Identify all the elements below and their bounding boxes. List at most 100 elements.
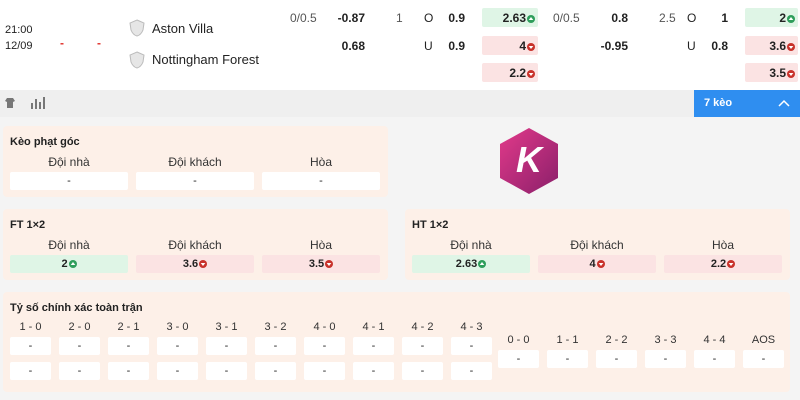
odds-cell[interactable]: 2 (10, 255, 128, 273)
odds-cell[interactable]: - (402, 337, 443, 355)
odds-cell[interactable]: - (304, 362, 345, 380)
odds-cell[interactable]: 4 (482, 36, 538, 55)
odds: 3.5 (769, 66, 795, 80)
odds-value: 3.6 (182, 258, 199, 270)
away-team[interactable]: Nottingham Forest (152, 52, 259, 67)
odds-cell[interactable]: 4 (538, 255, 656, 273)
odds-cell[interactable]: 2.63 (412, 255, 530, 273)
odds-value: 3.5 (769, 66, 786, 80)
shirt-icon[interactable] (4, 97, 16, 109)
odds-cell[interactable]: - (136, 172, 254, 190)
odds: 0.8 (611, 11, 628, 25)
odds-cell[interactable]: 3.6 (745, 36, 798, 55)
handicap-line: 0/0.5 (290, 11, 317, 25)
more-label: 7 kèo (704, 97, 733, 109)
score-label: 2 - 0 (68, 321, 91, 333)
odds-cell[interactable]: - (353, 362, 394, 380)
odds-cell[interactable]: - (59, 337, 100, 355)
score-label: 2 - 2 (605, 334, 628, 346)
team-icon (129, 19, 145, 37)
odds: -0.87 (337, 11, 365, 25)
odds: 3.6 (769, 39, 795, 53)
odds-cell[interactable]: - (645, 350, 686, 368)
odds-cell[interactable]: - (206, 362, 247, 380)
odds-cell[interactable]: - (694, 350, 735, 368)
odds-cell[interactable]: - (304, 337, 345, 355)
under-label: U (687, 39, 696, 53)
odds-cell[interactable]: - (108, 337, 149, 355)
odds-cell[interactable]: - (108, 362, 149, 380)
odds-cell[interactable]: - (206, 337, 247, 355)
odds-cell[interactable]: - (10, 362, 51, 380)
odds-cell[interactable]: - (157, 362, 198, 380)
total-line: 2.5 (659, 11, 676, 25)
odds-cell[interactable]: - (743, 350, 784, 368)
odds-cell[interactable]: - (451, 362, 492, 380)
odds-cell[interactable]: 3.5 (745, 63, 798, 82)
toolbar (0, 90, 800, 117)
odds-cell[interactable]: - (402, 362, 443, 380)
odds: 4 (519, 39, 535, 53)
odds-cell[interactable]: - (262, 172, 380, 190)
column-header: Hòa (711, 238, 734, 252)
trend-icon (727, 259, 736, 268)
stats-icon[interactable] (30, 96, 46, 110)
market-title: HT 1×2 (412, 219, 449, 231)
trend-icon (527, 42, 535, 51)
odds-cell[interactable]: 2.63 (482, 8, 538, 27)
odds: 2.63 (456, 258, 487, 270)
market-title: Kèo phạt góc (10, 136, 80, 148)
score-label: 2 - 1 (117, 321, 140, 333)
odds-cell[interactable]: 3.6 (136, 255, 254, 273)
odds-cell[interactable]: -0.95 (543, 36, 638, 55)
odds-cell[interactable]: - (59, 362, 100, 380)
chevron (778, 99, 790, 107)
odds-cell[interactable]: - (547, 350, 588, 368)
column-header: Đội khách (168, 155, 222, 169)
odds-cell[interactable]: - (353, 337, 394, 355)
market-title: Tỷ số chính xác toàn trận (10, 302, 143, 314)
odds-cell[interactable]: - (255, 337, 296, 355)
score-label: 3 - 3 (654, 334, 677, 346)
odds-cell[interactable]: 2.2 (482, 63, 538, 82)
odds-cell[interactable]: 3.5 (262, 255, 380, 273)
market-title: FT 1×2 (10, 219, 46, 231)
odds-cell[interactable]: 0/0.5 0.8 (543, 8, 638, 27)
odds-cell[interactable]: 2 (745, 8, 798, 27)
odds-cell[interactable]: - (10, 337, 51, 355)
odds-cell[interactable]: - (498, 350, 539, 368)
odds: 0.9 (448, 11, 465, 25)
odds-cell[interactable]: 1 O 0.9 (382, 8, 475, 27)
trend-icon (478, 259, 487, 268)
odds-cell[interactable]: - (157, 337, 198, 355)
handicap-line: 0/0.5 (553, 11, 580, 25)
score-label: 1 - 0 (19, 321, 42, 333)
logo-letter: K (516, 139, 545, 180)
more-tab[interactable]: 7 kèo (694, 90, 800, 117)
odds-cell[interactable]: - (255, 362, 296, 380)
away-score: - (97, 36, 101, 50)
odds-cell[interactable]: - (10, 172, 128, 190)
odds-value: - (319, 175, 323, 187)
odds-cell[interactable]: - (596, 350, 637, 368)
odds-cell[interactable]: 0.68 (280, 36, 375, 55)
odds-value: 2 (779, 11, 786, 25)
odds-cell[interactable]: U 0.9 (382, 36, 475, 55)
score-label: AOS (751, 334, 776, 346)
odds-value: 3.6 (769, 39, 786, 53)
total-line: 1 (396, 11, 403, 25)
odds: 2.2 (509, 66, 535, 80)
odds-cell[interactable]: - (451, 337, 492, 355)
odds-cell[interactable]: 2.2 (664, 255, 782, 273)
odds-cell[interactable]: 0/0.5 -0.87 (280, 8, 375, 27)
odds-cell[interactable]: 2.5 O 1 (645, 8, 738, 27)
column-header: Đội nhà (48, 238, 90, 252)
team-icon (129, 51, 145, 69)
trend-icon (596, 259, 605, 268)
odds: - (67, 175, 71, 187)
odds-cell[interactable]: U 0.8 (645, 36, 738, 55)
column-header: Đội nhà (450, 238, 492, 252)
odds: -0.95 (600, 39, 628, 53)
home-team[interactable]: Aston Villa (152, 21, 214, 36)
trend-icon (325, 259, 334, 268)
